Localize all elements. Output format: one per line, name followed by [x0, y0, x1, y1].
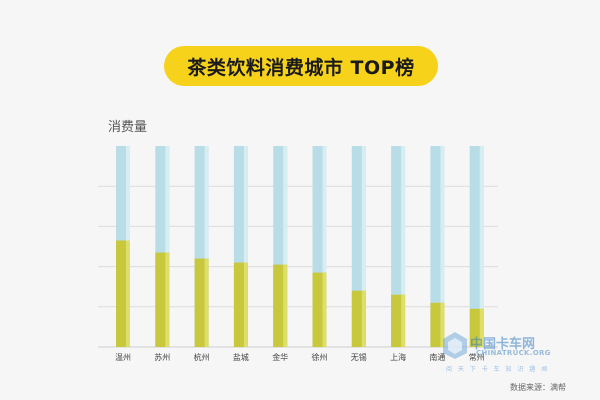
data-source: 数据来源：满帮: [510, 383, 566, 392]
bar-highlight: [243, 262, 248, 347]
bar-track-highlight: [283, 146, 288, 347]
bar-highlight: [126, 240, 130, 347]
x-tick-label: 杭州: [194, 352, 210, 362]
x-tick-label: 盐城: [233, 352, 249, 362]
bar-highlight: [361, 290, 366, 347]
bar-track-highlight: [165, 146, 170, 347]
truck-logo-icon: [443, 332, 467, 359]
bar-highlight: [401, 294, 406, 347]
x-tick-label: 上海: [390, 352, 406, 362]
x-tick-label: 无锡: [351, 353, 367, 362]
watermark-name: 中国卡车网: [470, 337, 536, 352]
x-tick-label: 徐州: [312, 352, 328, 362]
x-tick-label: 南通: [429, 352, 445, 362]
x-tick-label: 常州: [469, 353, 485, 362]
watermark: 中国卡车网 CHINATRUCK.ORG 阅 天 下 卡 车 知 识 趣 闻: [440, 330, 565, 378]
watermark-tagline: 阅 天 下 卡 车 知 识 趣 闻: [446, 366, 550, 373]
bar-highlight: [204, 258, 209, 347]
bar-highlight: [440, 302, 445, 347]
y-axis-label: 消费量: [108, 120, 148, 135]
bar-track-highlight: [401, 146, 406, 347]
bar-track-highlight: [243, 146, 248, 347]
bar-highlight: [283, 264, 288, 347]
bar-track-highlight: [440, 146, 445, 347]
bar-track-highlight: [322, 146, 327, 347]
bar-track-highlight: [361, 146, 366, 347]
chart-title: 茶类饮料消费城市 TOP榜: [164, 46, 438, 86]
bar-highlight: [479, 308, 484, 347]
x-tick-label: 金华: [272, 352, 288, 362]
bar-highlight: [165, 252, 170, 347]
bar-track-highlight: [479, 146, 484, 347]
bar-highlight: [322, 272, 327, 347]
watermark-domain: CHINATRUCK.ORG: [476, 349, 551, 357]
x-tick-label: 苏州: [154, 352, 170, 362]
bar-track-highlight: [204, 146, 209, 347]
x-tick-label: 温州: [115, 353, 131, 362]
